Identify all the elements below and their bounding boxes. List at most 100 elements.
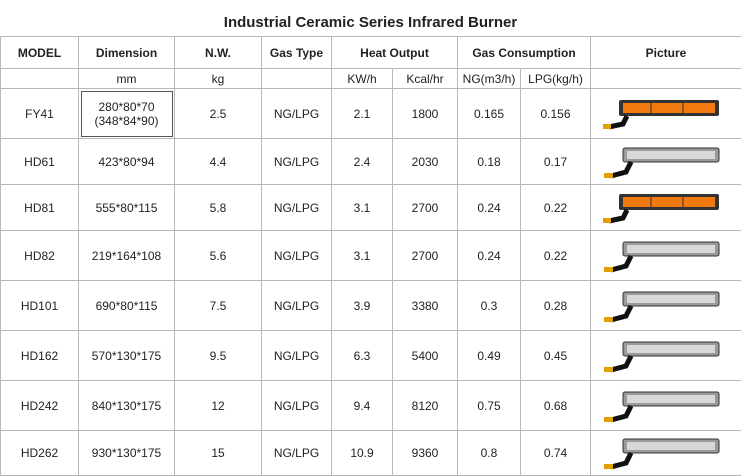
cell: 555*80*115 <box>79 185 175 231</box>
header-cell: Picture <box>591 37 741 69</box>
cell: 690*80*115 <box>79 281 175 331</box>
cell-line: 423*80*94 <box>79 155 174 169</box>
header-cell: N.W. <box>175 37 262 69</box>
cell: 4.4 <box>175 139 262 185</box>
cell: 2.5 <box>175 89 262 139</box>
cell-line: (348*84*90) <box>79 114 174 128</box>
burner-picture <box>601 142 731 182</box>
cell: 0.165 <box>458 89 521 139</box>
cell-line: 840*130*175 <box>79 399 174 413</box>
burner-picture <box>601 386 731 426</box>
cell-line: 219*164*108 <box>79 249 174 263</box>
header-cell: Dimension <box>79 37 175 69</box>
picture-cell <box>591 331 741 381</box>
cell: NG/LPG <box>262 431 332 476</box>
unit-cell: KW/h <box>332 69 393 89</box>
unit-cell <box>591 69 741 89</box>
cell-line: 930*130*175 <box>79 446 174 460</box>
unit-cell: mm <box>79 69 175 89</box>
cell-line: 690*80*115 <box>79 299 174 313</box>
unit-cell <box>262 69 332 89</box>
cell: NG/LPG <box>262 331 332 381</box>
header-cell: Gas Type <box>262 37 332 69</box>
header-cell: Heat Output <box>332 37 458 69</box>
cell: 0.45 <box>521 331 591 381</box>
picture-cell <box>591 231 741 281</box>
cell: 8120 <box>393 381 458 431</box>
cell: 15 <box>175 431 262 476</box>
cell: 0.22 <box>521 231 591 281</box>
cell: HD262 <box>1 431 79 476</box>
header-cell: Gas Consumption <box>458 37 591 69</box>
burner-picture <box>601 236 731 276</box>
cell: 0.3 <box>458 281 521 331</box>
unit-cell: kg <box>175 69 262 89</box>
cell: 930*130*175 <box>79 431 175 476</box>
cell: 9.4 <box>332 381 393 431</box>
cell: 423*80*94 <box>79 139 175 185</box>
cell: 9.5 <box>175 331 262 381</box>
cell: HD82 <box>1 231 79 281</box>
unit-cell: NG(m3/h) <box>458 69 521 89</box>
burner-picture <box>601 286 731 326</box>
cell: 570*130*175 <box>79 331 175 381</box>
cell: 840*130*175 <box>79 381 175 431</box>
burner-picture <box>601 188 731 228</box>
cell: 2.1 <box>332 89 393 139</box>
picture-cell <box>591 281 741 331</box>
cell: 5.8 <box>175 185 262 231</box>
cell: 0.8 <box>458 431 521 476</box>
cell: 0.22 <box>521 185 591 231</box>
cell: 0.18 <box>458 139 521 185</box>
cell: 5400 <box>393 331 458 381</box>
cell: 0.156 <box>521 89 591 139</box>
cell: 3.1 <box>332 231 393 281</box>
cell: 0.24 <box>458 185 521 231</box>
cell: 10.9 <box>332 431 393 476</box>
cell-line: 570*130*175 <box>79 349 174 363</box>
cell-line: 555*80*115 <box>79 201 174 215</box>
cell: NG/LPG <box>262 281 332 331</box>
cell: 0.75 <box>458 381 521 431</box>
cell: 2.4 <box>332 139 393 185</box>
cell: FY41 <box>1 89 79 139</box>
cell-line: 280*80*70 <box>79 100 174 114</box>
cell: 12 <box>175 381 262 431</box>
cell: 5.6 <box>175 231 262 281</box>
cell: HD61 <box>1 139 79 185</box>
burner-picture <box>601 336 731 376</box>
cell: 2030 <box>393 139 458 185</box>
cell: 0.24 <box>458 231 521 281</box>
cell: 0.28 <box>521 281 591 331</box>
cell: HD81 <box>1 185 79 231</box>
cell: 280*80*70(348*84*90) <box>79 89 175 139</box>
picture-cell <box>591 431 741 476</box>
cell: 0.68 <box>521 381 591 431</box>
burner-picture <box>601 433 731 473</box>
unit-cell <box>1 69 79 89</box>
title: Industrial Ceramic Series Infrared Burne… <box>0 14 741 31</box>
cell: 2700 <box>393 231 458 281</box>
unit-cell: LPG(kg/h) <box>521 69 591 89</box>
cell: 3.9 <box>332 281 393 331</box>
cell: 6.3 <box>332 331 393 381</box>
cell: HD101 <box>1 281 79 331</box>
cell: 219*164*108 <box>79 231 175 281</box>
cell: NG/LPG <box>262 381 332 431</box>
header-cell: MODEL <box>1 37 79 69</box>
cell: NG/LPG <box>262 185 332 231</box>
cell: NG/LPG <box>262 231 332 281</box>
cell: HD242 <box>1 381 79 431</box>
unit-cell: Kcal/hr <box>393 69 458 89</box>
cell: 9360 <box>393 431 458 476</box>
picture-cell <box>591 89 741 139</box>
